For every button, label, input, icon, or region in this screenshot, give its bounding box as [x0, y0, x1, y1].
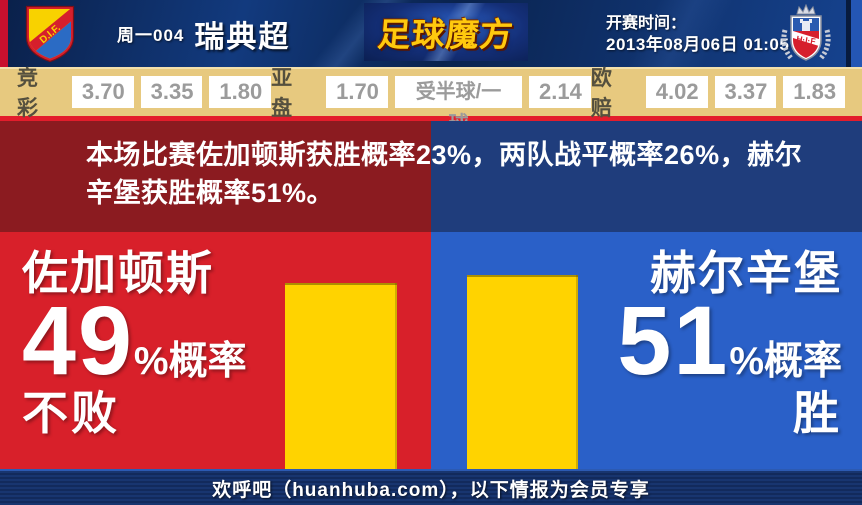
- home-probability-bar: [285, 283, 397, 469]
- right-blue-accent-strip: [846, 0, 862, 67]
- away-probability-value: 51: [617, 286, 730, 395]
- league-name: 瑞典超: [194, 20, 291, 54]
- odds-bar: 竞彩 3.70 3.35 1.80 亚盘 1.70 受半球/一球 2.14 欧赔…: [0, 67, 862, 135]
- probability-summary-banner: 本场比赛佐加顿斯获胜概率23%，两队战平概率26%，赫尔辛堡获胜概率51%。: [0, 121, 862, 232]
- odds-value-away-win: 1.80: [209, 75, 272, 108]
- brand-logo-text: 足球魔方: [376, 16, 516, 53]
- handicap-line: 受半球/一球: [394, 75, 523, 135]
- odds-group-european: 欧赔 4.02 3.37 1.83: [591, 62, 845, 122]
- left-red-accent-strip: [0, 0, 8, 67]
- handicap-home-odds: 1.70: [326, 75, 388, 108]
- euro-odds-away: 1.83: [783, 75, 845, 108]
- away-probability-suffix: %概率: [729, 340, 842, 383]
- match-label: 周一004 瑞典超: [117, 0, 290, 67]
- kickoff-info: 开赛时间： 2013年08月06日 01:05: [606, 14, 789, 56]
- kickoff-time: 2013年08月06日 01:05: [606, 35, 790, 54]
- odds-label-jingcai: 竞彩: [17, 66, 39, 120]
- away-probability-bar: [467, 275, 578, 469]
- home-prediction-block: 佐加顿斯 49 %概率 不败: [22, 248, 247, 440]
- probability-summary-text: 本场比赛佐加顿斯获胜概率23%，两队战平概率26%，赫尔辛堡获胜概率51%。: [86, 140, 803, 208]
- odds-group-jingcai: 竞彩 3.70 3.35 1.80: [17, 62, 272, 122]
- euro-odds-home: 4.02: [645, 75, 708, 108]
- svg-text:H·I·F: H·I·F: [796, 34, 817, 47]
- away-outcome-label: 胜: [793, 387, 842, 439]
- footer-site-notice: 欢呼吧（huanhuba.com），以下情报为会员专享: [212, 479, 650, 501]
- away-prediction-block: 赫尔辛堡 51 %概率 胜: [617, 248, 842, 440]
- away-team-crest-hif-icon: H·I·F: [777, 3, 835, 67]
- home-probability-line: 49 %概率: [22, 286, 247, 395]
- odds-label-asian-handicap: 亚盘: [271, 66, 294, 120]
- odds-value-home-win: 3.70: [71, 75, 134, 108]
- away-probability-line: 51 %概率: [617, 286, 842, 395]
- red-divider-line: [0, 116, 862, 121]
- header: D.I.F. 周一004 瑞典超 足球魔方 开赛时间： 2013年08月06日 …: [0, 0, 862, 67]
- home-probability-value: 49: [22, 286, 134, 395]
- away-team-name: 赫尔辛堡: [650, 247, 842, 299]
- odds-value-draw: 3.35: [140, 75, 203, 108]
- brand-logo[interactable]: 足球魔方: [364, 3, 528, 61]
- odds-label-european: 欧赔: [590, 66, 613, 120]
- home-outcome-label: 不败: [22, 387, 120, 439]
- euro-odds-draw: 3.37: [714, 75, 777, 108]
- match-code: 周一004: [117, 26, 185, 45]
- kickoff-label: 开赛时间：: [606, 15, 687, 32]
- footer: 欢呼吧（huanhuba.com），以下情报为会员专享: [0, 469, 862, 505]
- home-probability-suffix: %概率: [133, 340, 247, 383]
- prediction-comparison: 佐加顿斯 49 %概率 不败 赫尔辛堡 51 %概率 胜: [0, 232, 862, 469]
- home-team-crest-dif-icon: D.I.F.: [25, 5, 75, 67]
- home-team-name: 佐加顿斯: [22, 247, 214, 299]
- handicap-away-odds: 2.14: [529, 75, 591, 108]
- odds-group-asian-handicap: 亚盘 1.70 受半球/一球 2.14: [271, 62, 591, 135]
